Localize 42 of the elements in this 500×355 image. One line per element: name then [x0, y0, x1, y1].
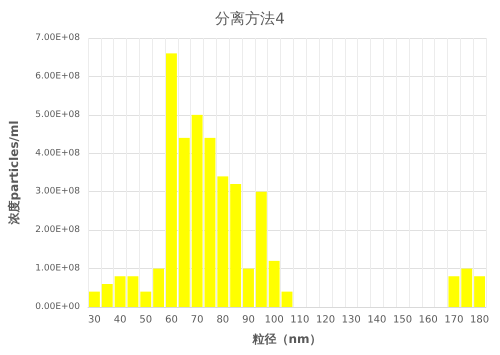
y-tick-label: 7.00E+08	[35, 33, 80, 43]
x-tick-label: 130	[342, 314, 361, 326]
bar	[153, 268, 164, 307]
x-axis-title: 粒径（nm）	[251, 332, 322, 346]
bar	[448, 276, 460, 307]
bar	[178, 138, 190, 307]
bar	[166, 53, 177, 307]
x-tick-label: 150	[393, 314, 412, 326]
chart-title: 分离方法4	[215, 10, 285, 28]
bar	[461, 268, 472, 307]
x-tick-label: 180	[470, 314, 490, 326]
x-tick-label: 50	[139, 314, 152, 326]
x-tick-label: 110	[290, 314, 310, 326]
bar	[140, 292, 152, 307]
x-tick-label: 60	[165, 314, 178, 326]
y-tick-label: 4.00E+08	[35, 148, 80, 158]
x-tick-label: 40	[114, 314, 126, 326]
bar	[127, 276, 138, 307]
bar	[88, 292, 100, 307]
y-tick-label: 0.00E+00	[35, 302, 80, 312]
bar	[114, 276, 126, 307]
y-tick-label: 2.00E+08	[35, 225, 80, 236]
y-axis-title: 浓度particles/ml	[7, 120, 21, 226]
y-tick-label: 3.00E+08	[35, 186, 80, 197]
bar	[282, 292, 292, 307]
bar	[474, 276, 486, 307]
x-tick-label: 90	[242, 314, 255, 326]
y-tick-label: 6.00E+08	[35, 71, 80, 82]
bar	[192, 114, 203, 307]
bar	[102, 284, 113, 307]
x-tick-label: 80	[216, 314, 230, 326]
x-tick-label: 120	[316, 314, 336, 326]
x-tick-label: 30	[88, 314, 101, 326]
y-tick-label: 1.00E+08	[35, 264, 80, 274]
x-tick-label: 140	[367, 314, 386, 326]
bar	[204, 138, 216, 307]
bar	[243, 268, 254, 307]
x-tick-label: 160	[418, 314, 438, 326]
x-tick-label: 170	[444, 314, 464, 326]
x-tick-label: 70	[190, 314, 204, 326]
x-tick-label: 100	[264, 314, 284, 326]
y-tick-label: 5.00E+08	[35, 110, 80, 120]
